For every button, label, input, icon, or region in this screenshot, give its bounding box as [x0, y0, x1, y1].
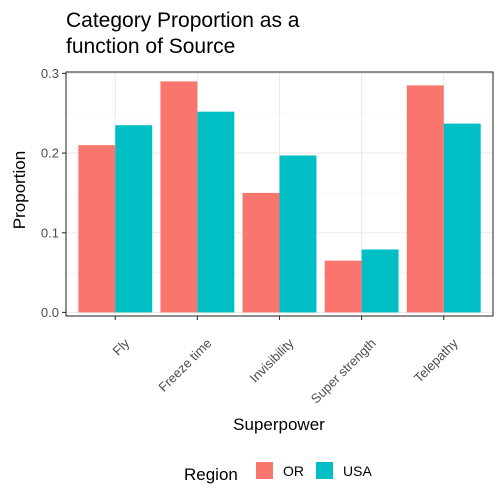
x-axis: Fly Freeze time Invisibility Super strength…: [110, 316, 461, 407]
legend-key-usa: [316, 462, 333, 479]
y-tick-label: 0.2: [41, 146, 59, 161]
bars: [78, 81, 481, 313]
bar-or-fly: [78, 145, 116, 313]
x-axis-title: Superpower: [233, 415, 325, 434]
x-tick-label: Fly: [110, 335, 133, 358]
y-tick-label: 0.0: [41, 305, 59, 320]
legend-label-usa: USA: [343, 463, 372, 479]
y-tick-label: 0.3: [41, 66, 59, 81]
x-tick-label: Invisibility: [247, 335, 297, 385]
bar-or-freeze-time: [160, 81, 198, 313]
y-axis-title: Proportion: [10, 151, 29, 229]
bar-usa-invisibility: [279, 155, 317, 313]
plot-area: 0.0 0.1 0.2 0.3 Fly Freeze time Invisibility S…: [41, 66, 494, 407]
y-axis: 0.0 0.1 0.2 0.3: [41, 66, 66, 320]
x-tick-label: Super strength: [308, 336, 379, 407]
legend-key-or: [256, 462, 273, 479]
chart-title-line-2: function of Source: [66, 35, 235, 58]
legend-label-or: OR: [283, 463, 304, 479]
bar-usa-super-strength: [361, 249, 399, 313]
bar-or-invisibility: [242, 192, 280, 313]
bar-usa-fly: [115, 125, 153, 313]
x-tick-label: Freeze time: [155, 336, 214, 395]
legend: Region OR USA: [184, 462, 372, 484]
bar-usa-telepathy: [443, 123, 481, 313]
bar-or-super-strength: [324, 260, 362, 313]
chart-title-line-1: Category Proportion as a: [66, 9, 300, 32]
bar-or-telepathy: [406, 85, 444, 313]
bar-usa-freeze-time: [197, 111, 235, 313]
y-tick-label: 0.1: [41, 225, 59, 240]
x-tick-label: Telepathy: [411, 335, 461, 385]
legend-title: Region: [184, 465, 238, 484]
